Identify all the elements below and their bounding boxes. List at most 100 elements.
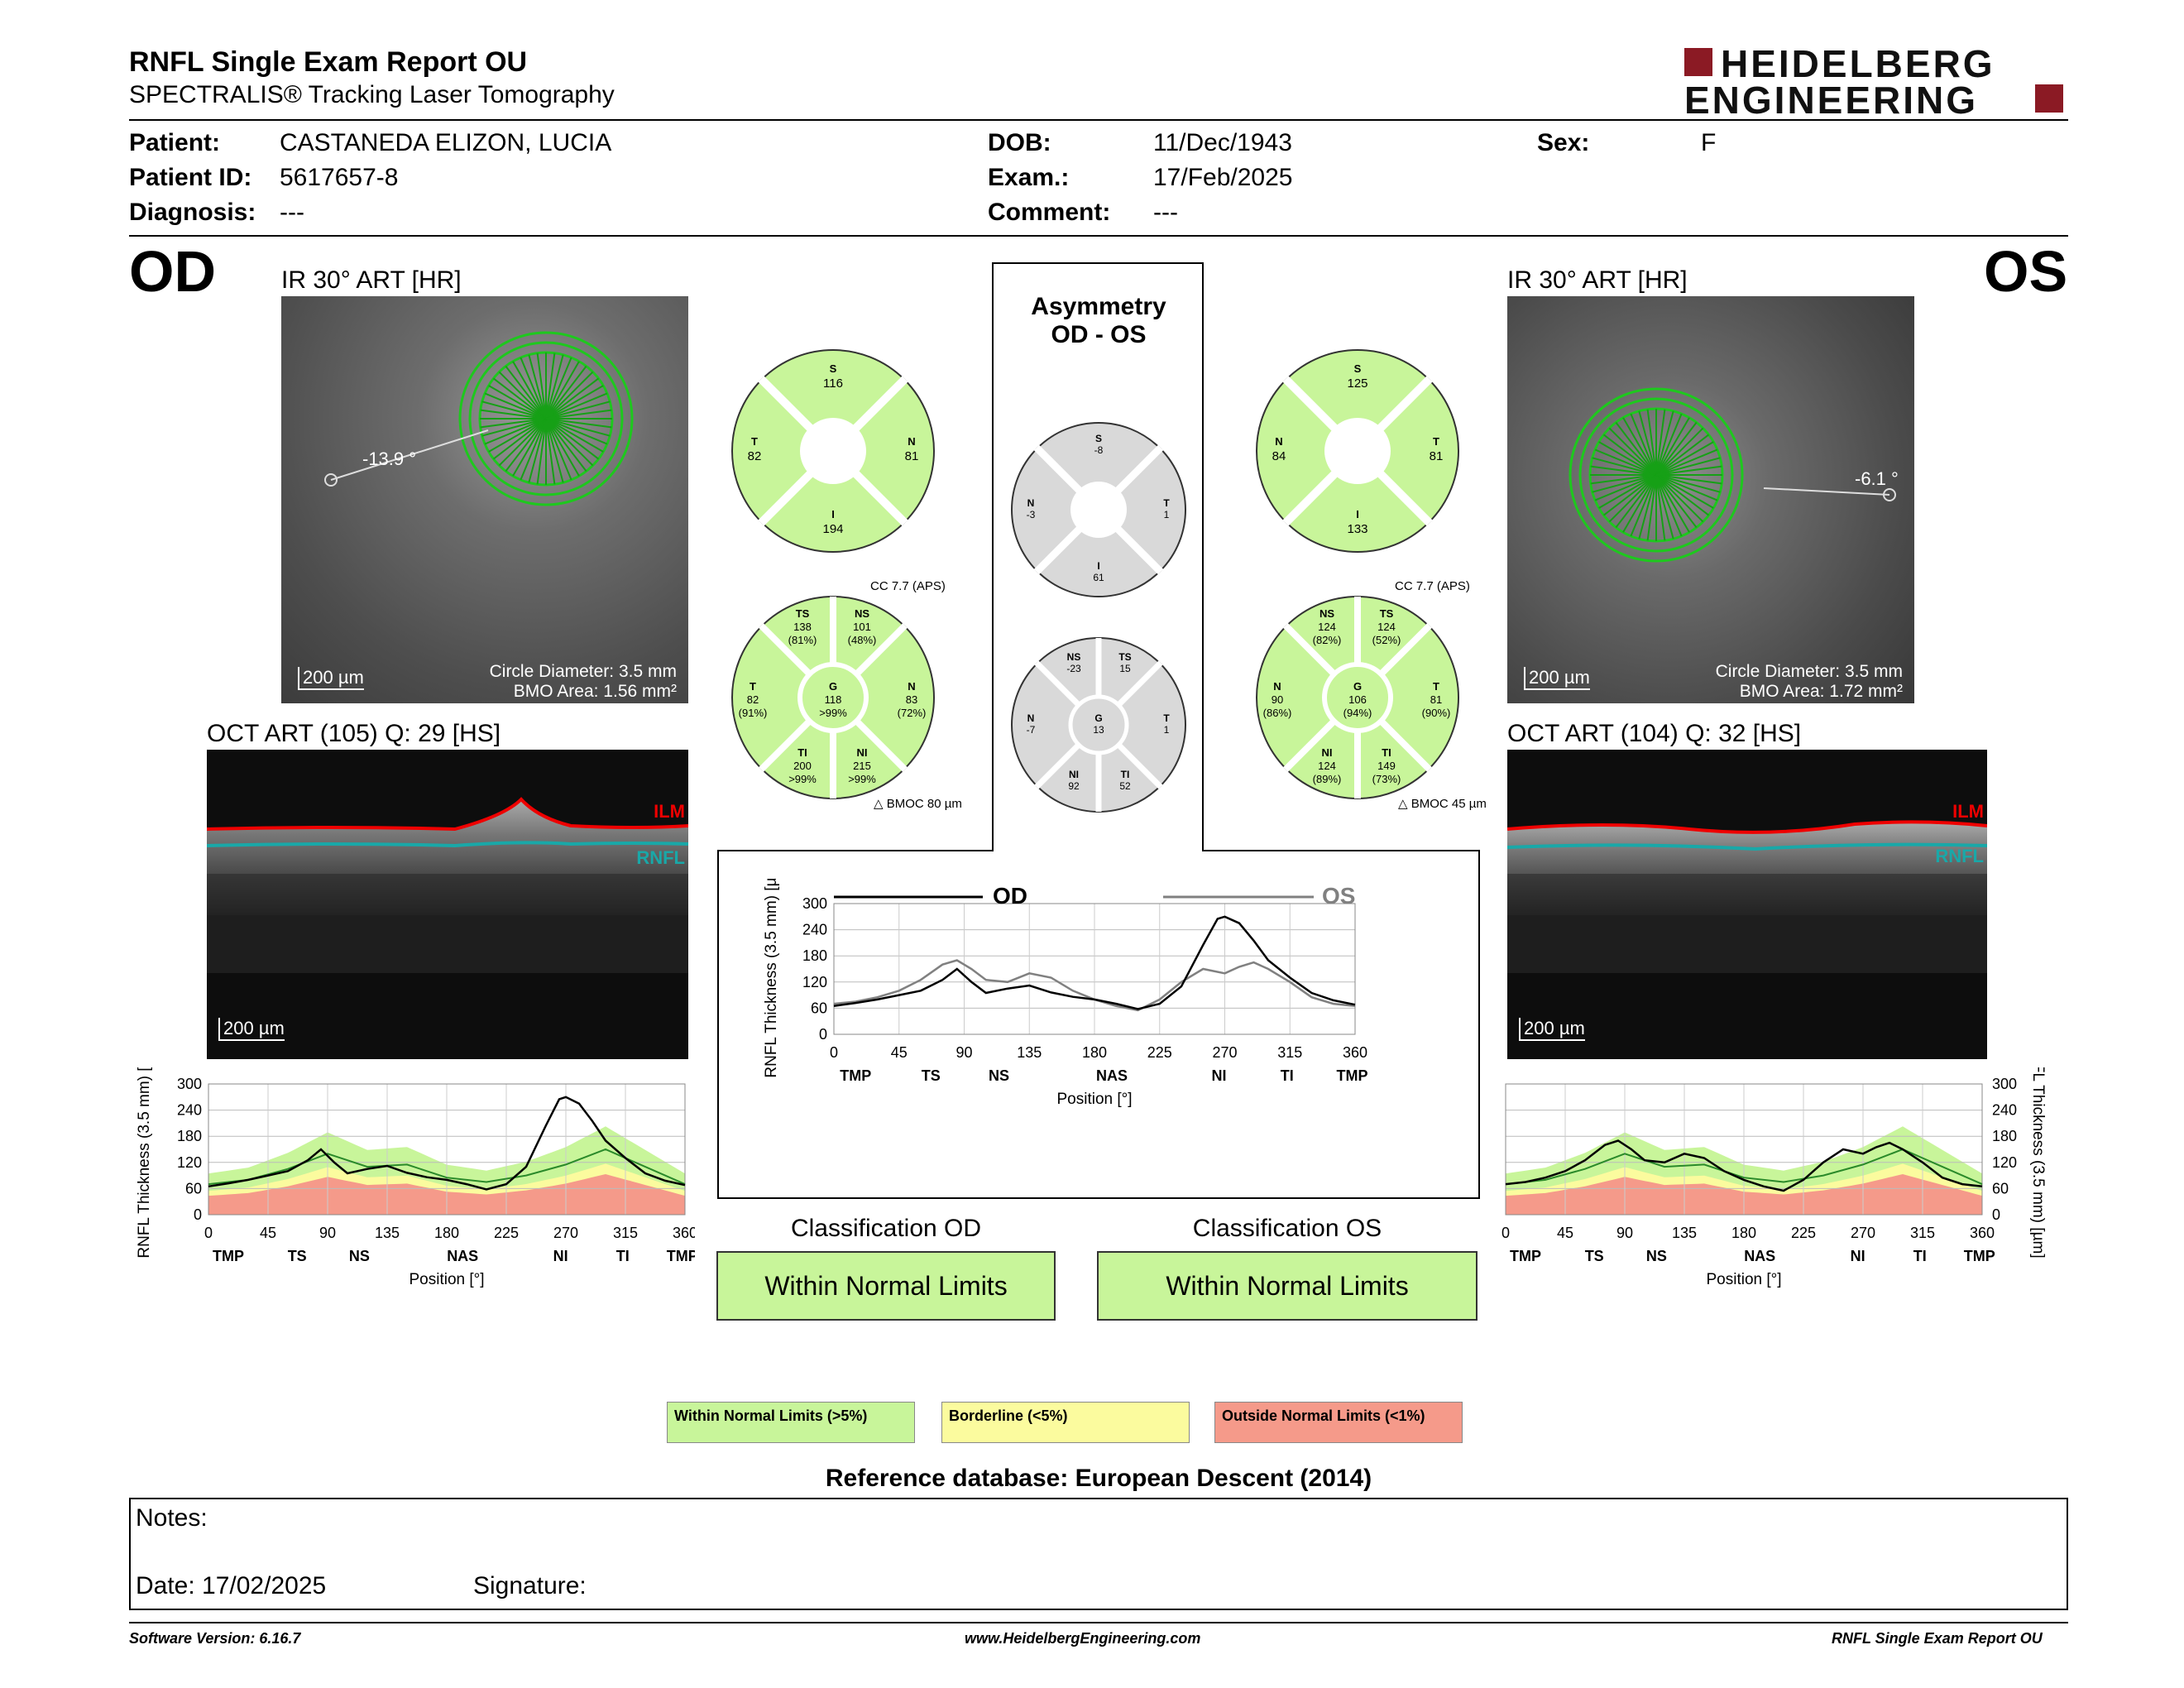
dob-label: DOB: bbox=[988, 129, 1051, 156]
report-title: RNFL Single Exam Report OU bbox=[129, 46, 528, 78]
svg-text:1: 1 bbox=[1164, 724, 1170, 736]
radial-scan-line bbox=[1615, 421, 1657, 476]
ou-comparison-chart: 0 60 120 180 240 300 0 45 90 135 180 225 270 315 360 TM… bbox=[763, 879, 1368, 1108]
plot-frame bbox=[1505, 1083, 1983, 1216]
radial-scan-line bbox=[545, 418, 611, 437]
y-tick-label: 240 bbox=[802, 922, 827, 938]
region-label: TI bbox=[1281, 1067, 1294, 1084]
radial-scan-line bbox=[1655, 409, 1666, 476]
patient-name: CASTANEDA ELIZON, LUCIA bbox=[280, 129, 612, 156]
x-axis-label: Position [°] bbox=[1056, 1091, 1132, 1108]
x-tick-label: 315 bbox=[613, 1225, 638, 1241]
x-tick-label: 180 bbox=[1731, 1225, 1756, 1241]
region-label: TS bbox=[922, 1067, 941, 1084]
radial-scan-line bbox=[545, 392, 608, 420]
radial-scan-line bbox=[498, 371, 547, 420]
radial-scan-line bbox=[545, 418, 580, 477]
svg-text:-8: -8 bbox=[1094, 444, 1104, 456]
y-tick-label: 300 bbox=[802, 895, 827, 912]
radial-scan-line bbox=[1622, 474, 1657, 533]
radial-scan-line bbox=[545, 418, 604, 453]
radial-scan-line bbox=[1655, 457, 1721, 476]
signature-label: Signature: bbox=[473, 1572, 587, 1599]
svg-text:N: N bbox=[1273, 680, 1281, 693]
os-oct-title: OCT ART (104) Q: 32 [HS] bbox=[1507, 720, 1802, 747]
radial-scan-line bbox=[1655, 474, 1690, 533]
svg-text:(91%): (91%) bbox=[739, 707, 768, 719]
svg-text:TS: TS bbox=[796, 607, 810, 620]
radial-scan-line bbox=[512, 361, 547, 420]
od-sector4-chart: S 116 T 82 N 81 I 194 bbox=[731, 349, 935, 553]
y-tick-label: 0 bbox=[1992, 1206, 2000, 1223]
radial-scan-line bbox=[484, 418, 547, 445]
x-tick-label: 135 bbox=[1672, 1225, 1697, 1241]
svg-text:>99%: >99% bbox=[819, 707, 847, 719]
notes-box[interactable]: Notes: Date: 17/02/2025 Signature: bbox=[129, 1498, 2068, 1610]
os-sector4-chart: S 125 N 84 T 81 I 133 bbox=[1256, 349, 1459, 553]
classification-os-result: Within Normal Limits bbox=[1097, 1251, 1478, 1321]
svg-text:N: N bbox=[908, 435, 915, 448]
svg-text:124: 124 bbox=[1318, 760, 1336, 772]
od-oct-bscan: ILM RNFL 200 µm bbox=[207, 750, 688, 1059]
y-tick-label: 180 bbox=[802, 947, 827, 964]
od-bmo-area: BMO Area: 1.56 mm² bbox=[513, 682, 677, 701]
x-tick-label: 45 bbox=[891, 1044, 908, 1061]
x-tick-label: 0 bbox=[204, 1225, 213, 1241]
svg-text:S: S bbox=[830, 362, 837, 375]
radial-scan-line bbox=[1655, 474, 1704, 523]
x-tick-label: 225 bbox=[494, 1225, 519, 1241]
x-tick-label: 90 bbox=[1616, 1225, 1633, 1241]
dob-value: 11/Dec/1943 bbox=[1153, 129, 1292, 156]
os-circle-diameter: Circle Diameter: 3.5 mm bbox=[1715, 662, 1903, 681]
radial-scan-line bbox=[545, 357, 572, 420]
svg-text:>99%: >99% bbox=[848, 773, 876, 785]
radial-scan-line bbox=[484, 392, 547, 420]
svg-text:I: I bbox=[1097, 560, 1099, 572]
region-label: NI bbox=[1212, 1067, 1227, 1084]
radial-scan-line bbox=[545, 418, 572, 481]
os-oct-scale: 200 µm bbox=[1519, 1018, 1585, 1041]
radial-scan-line bbox=[488, 418, 547, 453]
footer-report-name: RNFL Single Exam Report OU bbox=[1832, 1630, 2043, 1647]
x-tick-label: 315 bbox=[1277, 1044, 1302, 1061]
svg-text:-23: -23 bbox=[1066, 663, 1081, 674]
x-axis-label: Position [°] bbox=[1706, 1271, 1781, 1288]
y-tick-label: 240 bbox=[177, 1102, 202, 1119]
y-tick-label: 120 bbox=[802, 974, 827, 990]
svg-text:(73%): (73%) bbox=[1372, 773, 1401, 785]
scan-circle bbox=[1578, 397, 1734, 553]
website-link[interactable]: www.HeidelbergEngineering.com bbox=[965, 1630, 1201, 1647]
radial-scan-line bbox=[545, 418, 594, 467]
svg-text:TI: TI bbox=[797, 746, 807, 759]
report-subtitle: SPECTRALIS® Tracking Laser Tomography bbox=[129, 81, 615, 108]
svg-text:I: I bbox=[1356, 508, 1359, 520]
exam-value: 17/Feb/2025 bbox=[1153, 164, 1293, 191]
svg-text:124: 124 bbox=[1318, 621, 1336, 633]
radial-scan-line bbox=[481, 418, 547, 437]
svg-text:NI: NI bbox=[1069, 769, 1079, 780]
radial-scan-line bbox=[1655, 474, 1666, 541]
od-bmoc-label: △ BMOC 80 µm bbox=[874, 797, 962, 811]
radial-scan-line bbox=[1655, 474, 1722, 485]
svg-text:90: 90 bbox=[1272, 693, 1283, 706]
software-version: Software Version: 6.16.7 bbox=[129, 1630, 301, 1647]
patient-label: Patient: bbox=[129, 129, 221, 156]
x-tick-label: 270 bbox=[553, 1225, 578, 1241]
y-axis-label: RNFL Thickness (3.5 mm) [µm] bbox=[2029, 1067, 2047, 1259]
radial-scan-line bbox=[520, 357, 547, 420]
region-label: TS bbox=[1585, 1248, 1604, 1264]
patient-id-label: Patient ID: bbox=[129, 164, 252, 191]
radial-scan-line bbox=[1646, 409, 1657, 476]
x-tick-label: 90 bbox=[319, 1225, 336, 1241]
radial-scan-line bbox=[1646, 474, 1657, 541]
radial-scan-line bbox=[536, 352, 547, 420]
scan-circle bbox=[468, 341, 624, 496]
radial-scan-line bbox=[480, 418, 547, 429]
x-tick-label: 90 bbox=[956, 1044, 972, 1061]
radial-scan-line bbox=[1638, 410, 1657, 476]
radial-scan-line bbox=[545, 418, 564, 483]
classification-od-title: Classification OD bbox=[790, 1215, 982, 1242]
asym-sector4-chart: S-8 N-3 T1 I61 bbox=[1011, 422, 1186, 597]
